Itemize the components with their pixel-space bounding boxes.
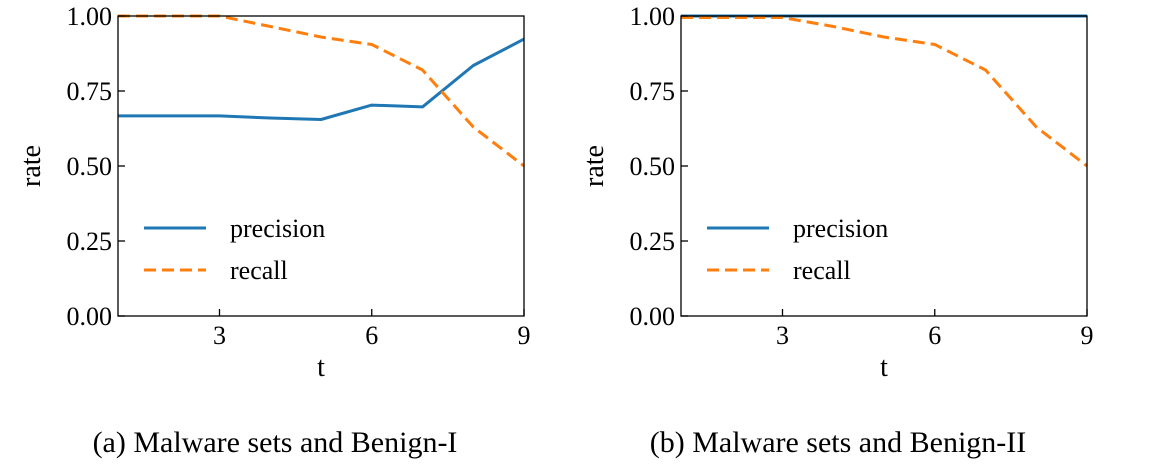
legend-label-precision: precision	[793, 214, 888, 243]
series-line-precision	[118, 37, 525, 121]
y-axis-label: rate	[16, 145, 47, 187]
legend-label-recall: recall	[230, 256, 288, 285]
x-tick-label: 6	[928, 321, 941, 350]
y-tick-label: 0.00	[67, 302, 113, 331]
y-tick-label: 0.25	[630, 227, 676, 256]
legend-label-recall: recall	[793, 256, 851, 285]
y-tick-label: 0.50	[630, 152, 676, 181]
chart-panel-b: 0.00 0.25 0.50 0.75 1.00 3 6 9 t rate precision rec…	[579, 2, 1094, 459]
plot-frame	[117, 15, 525, 317]
x-axis-label: t	[317, 352, 325, 383]
x-axis-label: t	[880, 352, 888, 383]
x-tick-label: 9	[1081, 321, 1094, 350]
y-tick-label: 1.00	[67, 2, 113, 31]
plot-frame	[680, 15, 1088, 317]
series-line-recall	[118, 14, 525, 168]
y-tick-label: 0.75	[630, 77, 676, 106]
y-axis-label: rate	[579, 145, 610, 187]
x-tick-label: 3	[776, 321, 789, 350]
x-tick-label: 3	[213, 321, 226, 350]
x-tick-label: 9	[518, 321, 531, 350]
y-tick-label: 0.25	[67, 227, 113, 256]
x-tick-label: 6	[365, 321, 378, 350]
legend-label-precision: precision	[230, 214, 325, 243]
caption: (b) Malware sets and Benign-II	[650, 426, 1027, 459]
chart-panel-a: 0.00 0.25 0.50 0.75 1.00 3 6 9 t rate precision rec…	[16, 2, 531, 459]
caption: (a) Malware sets and Benign-I	[93, 426, 458, 459]
y-tick-label: 0.75	[67, 77, 113, 106]
y-tick-label: 0.50	[67, 152, 113, 181]
y-tick-label: 1.00	[630, 2, 676, 31]
series-line-recall	[681, 16, 1088, 168]
y-tick-label: 0.00	[630, 302, 676, 331]
